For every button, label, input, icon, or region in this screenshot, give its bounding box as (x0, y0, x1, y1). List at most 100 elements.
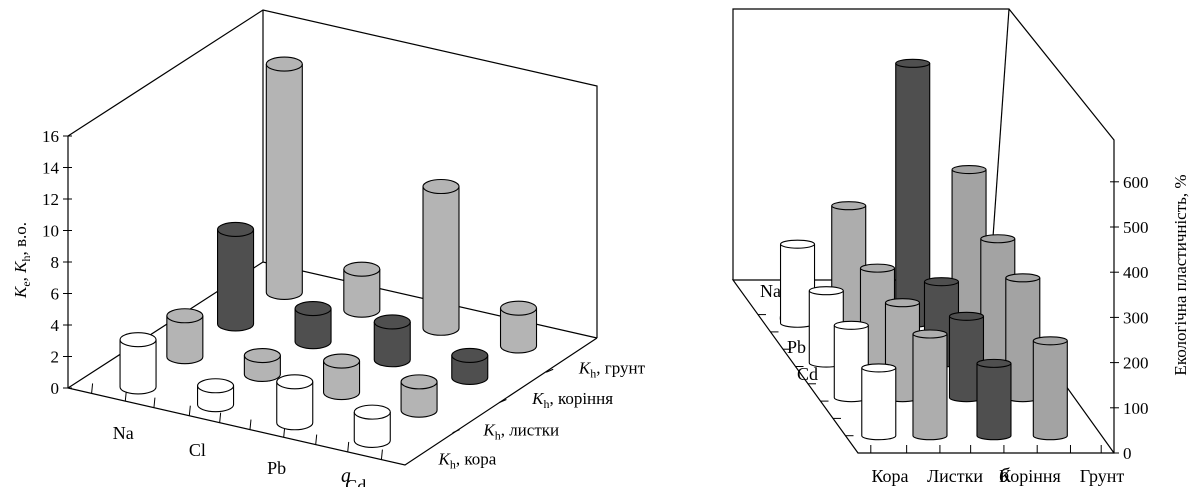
depth-tick (499, 399, 507, 403)
x-tick (91, 383, 94, 394)
bar-top (951, 165, 987, 175)
chart-subtitle: а (341, 465, 351, 487)
bar-top (833, 320, 869, 330)
bar-top (948, 311, 985, 321)
depth-label: Na (760, 281, 781, 301)
x-tick (347, 441, 350, 452)
bar-body (499, 308, 538, 354)
bar-top (831, 201, 867, 211)
y-axis-label: Екологічна пластичність, % (1171, 174, 1190, 375)
series-label-part: , коріння (549, 389, 613, 408)
bar-top (923, 277, 960, 287)
y-tick-label: 14 (42, 159, 60, 178)
series-label-part: K (482, 420, 496, 439)
series-label-part: h (495, 428, 501, 442)
y-tick-label: 4 (51, 316, 60, 335)
series-label-part: , грунт (596, 359, 645, 378)
y-tick-label: 2 (51, 348, 60, 367)
bar-top (166, 308, 204, 324)
bar-top (779, 239, 816, 249)
bar (373, 314, 411, 368)
bar-top (1005, 273, 1041, 283)
series-label-part: , листки (501, 420, 559, 439)
y-tick-label: 16 (42, 127, 59, 146)
y-tick-label: 8 (51, 253, 60, 272)
bar-top (243, 347, 281, 364)
bar (951, 165, 987, 328)
y-axis-label-part: , K (11, 260, 30, 282)
y-axis-label-part: e (19, 281, 33, 286)
bar-top (323, 353, 361, 369)
bar (912, 329, 948, 441)
series-label-part: , кора (456, 449, 497, 468)
y-tick-label: 10 (42, 222, 59, 241)
bar-body (400, 381, 438, 418)
bar (243, 347, 281, 382)
y-axis-label-part: K (11, 285, 30, 299)
bar-top (895, 58, 931, 68)
x-tick (249, 419, 252, 430)
bar-body (422, 186, 460, 336)
series-label-part: K (531, 389, 545, 408)
bar-top (1032, 336, 1068, 346)
category-label: Na (113, 423, 134, 443)
bar-body (166, 315, 204, 365)
axis-back-top (67, 9, 598, 338)
bar-top (912, 329, 948, 339)
bar-top (294, 301, 332, 317)
bar-body (217, 229, 255, 332)
bar-top (884, 298, 921, 308)
x-tick (315, 434, 318, 445)
bar-body (276, 381, 314, 431)
bar-body (294, 308, 332, 350)
bar-top (343, 261, 381, 277)
bar-top (976, 358, 1012, 368)
bar-top (217, 221, 255, 237)
bar-body (265, 64, 303, 300)
y-tick-label: 100 (1123, 399, 1149, 418)
y-tick-label: 500 (1123, 218, 1149, 237)
x-tick (188, 405, 191, 416)
y-axis-label-part: h (19, 256, 33, 262)
bar (976, 358, 1012, 441)
bar-body (323, 361, 361, 401)
bar-top (119, 332, 157, 348)
depth-label: Pb (787, 337, 806, 357)
bar-body (343, 269, 381, 318)
bar (166, 308, 204, 365)
bar (323, 353, 361, 401)
category-label: Грунт (1080, 466, 1125, 486)
category-label: Cl (189, 440, 206, 460)
y-tick-label: 0 (51, 379, 60, 398)
series-label: Kh, грунт (578, 359, 646, 381)
bar-top (859, 263, 896, 273)
y-tick-label: 0 (1123, 444, 1132, 463)
bar (119, 332, 157, 395)
bar-body (912, 334, 948, 441)
chart-b: 0 100 200 300 400 500 600 Екологічна пластичніс… (731, 8, 1190, 487)
y-axis-label: Ke, Kh, в.о. (11, 222, 33, 299)
series-label-part: h (450, 457, 456, 471)
y-tick-label: 600 (1123, 173, 1149, 192)
bar-top (861, 363, 897, 373)
y-tick-label: 300 (1123, 308, 1149, 327)
bar-body (119, 339, 157, 395)
bar-body (1032, 340, 1068, 441)
y-tick-label: 200 (1123, 354, 1149, 373)
series-label: Kh, коріння (531, 389, 613, 411)
bar (400, 374, 438, 418)
bar-top (353, 404, 391, 420)
bar (861, 363, 897, 441)
depth-label: Cd (797, 364, 818, 384)
y-tick-label: 12 (42, 190, 59, 209)
bar-top (276, 374, 314, 390)
series-label: Kh, кора (438, 449, 497, 471)
bar (353, 404, 391, 449)
chart-subtitle: б (999, 465, 1010, 487)
bar-top (980, 234, 1016, 244)
bar (197, 378, 235, 413)
axis-front (67, 136, 598, 466)
bar-top (265, 56, 303, 72)
